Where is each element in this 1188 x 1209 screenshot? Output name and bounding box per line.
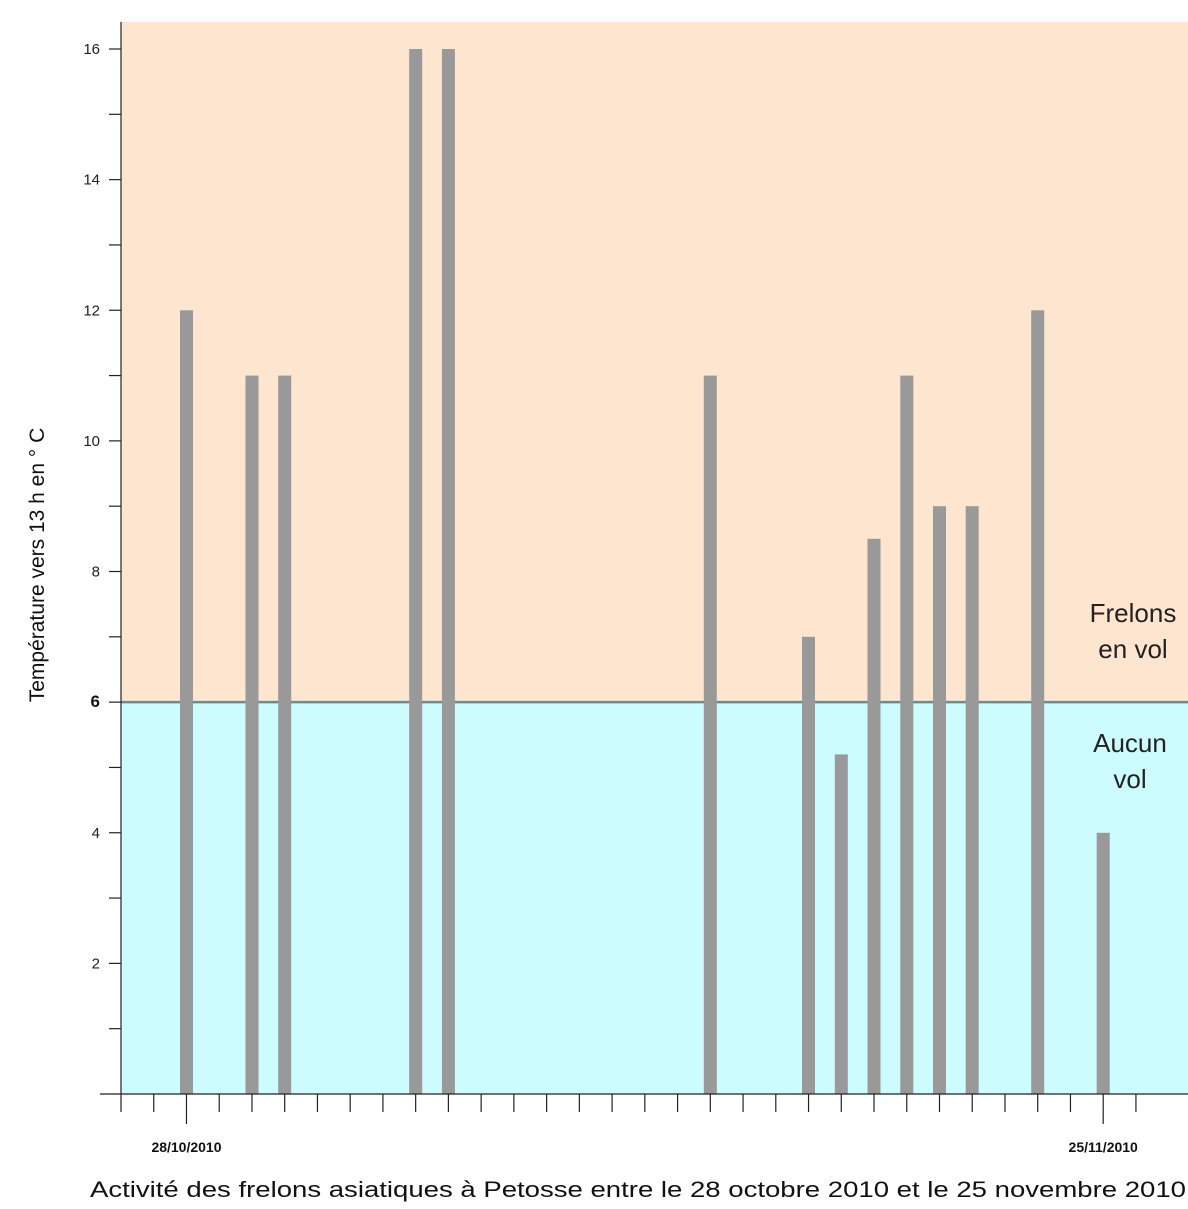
bar-17-11-2010 xyxy=(834,754,848,1094)
bar-16-11-2010 xyxy=(802,636,815,1094)
bar-20-11-2010 xyxy=(933,506,946,1094)
bar-21-11-2010 xyxy=(965,506,979,1094)
y-tick-label-12: 12 xyxy=(83,302,100,319)
y-tick-label-16: 16 xyxy=(83,41,100,58)
y-tick-label-2: 2 xyxy=(92,955,100,972)
bar-05-11-2010 xyxy=(441,49,455,1094)
y-tick-label-14: 14 xyxy=(83,172,100,189)
bar-31-10-2010 xyxy=(278,375,292,1095)
chart-caption: Activité des frelons asiatiques à Petoss… xyxy=(90,1177,1186,1202)
bar-25-11-2010 xyxy=(1096,832,1110,1095)
y-tick-label-8: 8 xyxy=(92,564,100,581)
y-tick-label-6: 6 xyxy=(91,692,100,711)
bars-group xyxy=(180,49,1110,1095)
zone-below-background xyxy=(121,702,1188,1094)
zone-above-label-line-2: en vol xyxy=(1098,634,1167,664)
bar-04-11-2010 xyxy=(409,49,423,1094)
x-tick-label-28-10-2010: 28/10/2010 xyxy=(151,1139,221,1155)
zone-below-label-line-1: Aucun xyxy=(1093,728,1167,758)
y-tick-label-4: 4 xyxy=(92,825,100,842)
zone-above-background xyxy=(121,22,1188,703)
x-tick-label-25-11-2010: 25/11/2010 xyxy=(1069,1139,1139,1155)
bar-23-11-2010 xyxy=(1031,310,1045,1095)
bar-18-11-2010 xyxy=(867,538,881,1094)
bar-28-10-2010 xyxy=(180,310,193,1095)
y-axis-title: Température vers 13 h en ° C xyxy=(26,428,49,703)
x-axis: 28/10/2010 25/11/2010 xyxy=(100,1093,1188,1155)
bar-30-10-2010 xyxy=(245,375,259,1095)
zone-above-label-line-1: Frelons xyxy=(1090,598,1177,628)
y-axis: 2 4 6 8 10 12 14 16 xyxy=(83,22,122,1094)
zone-below-label-line-2: vol xyxy=(1113,764,1146,794)
y-tick-label-10: 10 xyxy=(83,433,100,450)
bar-19-11-2010 xyxy=(900,375,914,1095)
bar-13-11-2010 xyxy=(703,375,717,1095)
